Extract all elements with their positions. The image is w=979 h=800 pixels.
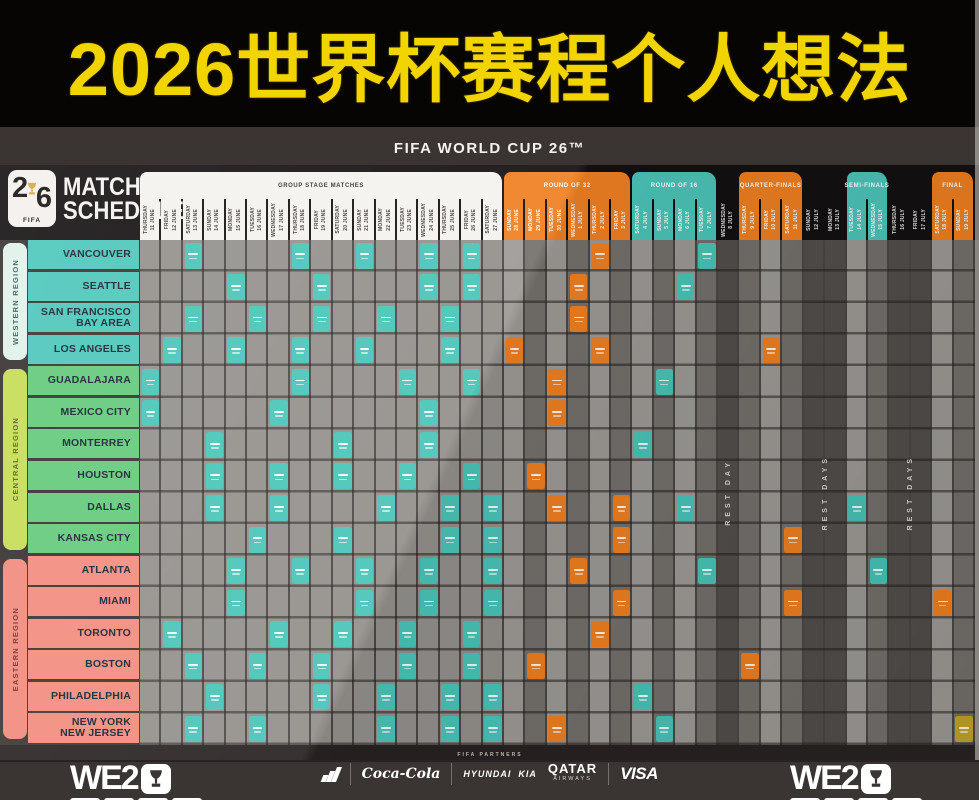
trophy-icon xyxy=(149,770,162,787)
right-edge-strip xyxy=(975,0,979,760)
divider xyxy=(451,763,453,785)
qatar-airways-logo: QATAR AIRWAYS xyxy=(547,761,598,782)
badge-digit-2: 2 xyxy=(12,172,29,204)
competition-title: FIFA WORLD CUP 26™ xyxy=(393,140,586,157)
we26-trophy-tile xyxy=(860,764,891,794)
visa-logo: VISA xyxy=(620,764,658,783)
page-title: 2026世界杯赛程个人想法 xyxy=(67,28,912,111)
footer: WE2 FIFA PARTNERS Coca-Cola xyxy=(0,752,979,800)
hyundai-kia-logos: HYUNDAI KIA xyxy=(463,769,537,779)
we26-second-line xyxy=(70,798,202,800)
schedule-bottom-strip xyxy=(0,745,979,762)
match-schedule-logo: 2 6 FIFA MATCH SCHEDULE xyxy=(8,170,201,227)
match-schedule-line2: SCHEDULE xyxy=(63,196,185,225)
we26-trophy-tile xyxy=(140,764,171,794)
fifa26-badge: 2 6 FIFA xyxy=(8,170,56,227)
divider xyxy=(608,763,610,785)
we26-wordmark: WE2 xyxy=(790,759,860,797)
we26-logo-right: WE2 xyxy=(790,759,922,800)
hyundai-logo: HYUNDAI xyxy=(463,769,512,779)
divider xyxy=(349,763,351,785)
match-schedule-title: MATCH SCHEDULE xyxy=(63,172,185,225)
badge-digit-6: 6 xyxy=(35,182,52,214)
cocacola-logo: Coca-Cola xyxy=(361,766,441,782)
badge-fifa-label: FIFA xyxy=(22,217,42,224)
we26-second-line xyxy=(790,798,922,800)
adidas-logo xyxy=(320,766,342,782)
partners-label: FIFA PARTNERS xyxy=(457,752,523,758)
fifa-partners: FIFA PARTNERS Coca-Cola HYUNDAI KIA QATA… xyxy=(290,752,690,785)
we26-logo-left: WE2 xyxy=(70,759,202,800)
sponsor-row: Coca-Cola HYUNDAI KIA QATAR AIRWAYS VISA xyxy=(290,761,690,785)
we26-wordmark: WE2 xyxy=(70,759,140,797)
match-schedule-line1: MATCH xyxy=(63,172,141,201)
kia-logo: KIA xyxy=(518,769,537,779)
trophy-icon xyxy=(869,770,882,787)
title-band: 2026世界杯赛程个人想法 xyxy=(0,0,979,127)
trophy-icon xyxy=(27,182,37,195)
